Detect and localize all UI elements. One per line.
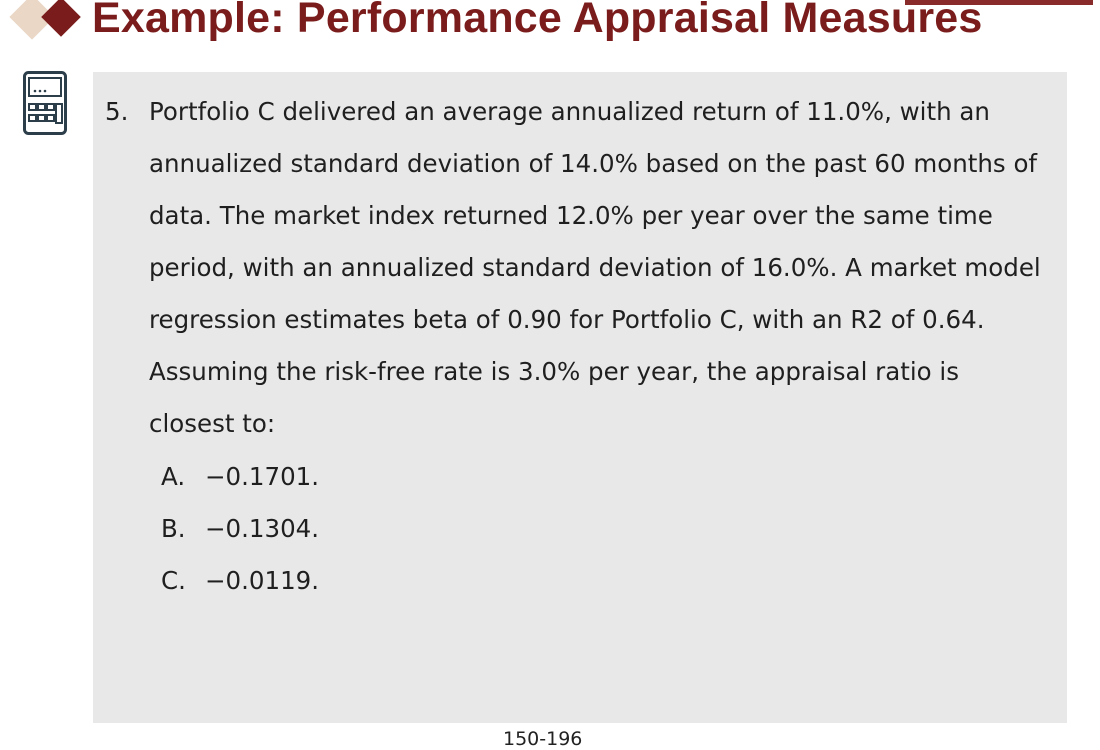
page-title: Example: Performance Appraisal Measures (92, 0, 983, 42)
calculator-icon (23, 71, 67, 135)
page-number: 150-196 (503, 728, 583, 750)
question-panel: 5. Portfolio C delivered an average annu… (93, 72, 1067, 723)
answer-option-c: C. −0.0119. (161, 555, 319, 607)
top-accent-rule (905, 0, 1093, 5)
option-value: −0.1701. (205, 462, 320, 491)
slide-header: Example: Performance Appraisal Measures (0, 0, 1100, 50)
answer-options: A. −0.1701. B. −0.1304. C. −0.0119. (161, 451, 319, 607)
option-letter: A. (161, 462, 186, 491)
option-value: −0.1304. (205, 514, 320, 543)
option-letter: B. (161, 514, 186, 543)
option-value: −0.0119. (205, 566, 320, 595)
option-letter: C. (161, 566, 186, 595)
question-number: 5. (105, 97, 129, 126)
answer-option-a: A. −0.1701. (161, 451, 319, 503)
diamond-bullet-icon (41, 0, 81, 37)
question-text: Portfolio C delivered an average annuali… (149, 97, 1041, 438)
answer-option-b: B. −0.1304. (161, 503, 319, 555)
